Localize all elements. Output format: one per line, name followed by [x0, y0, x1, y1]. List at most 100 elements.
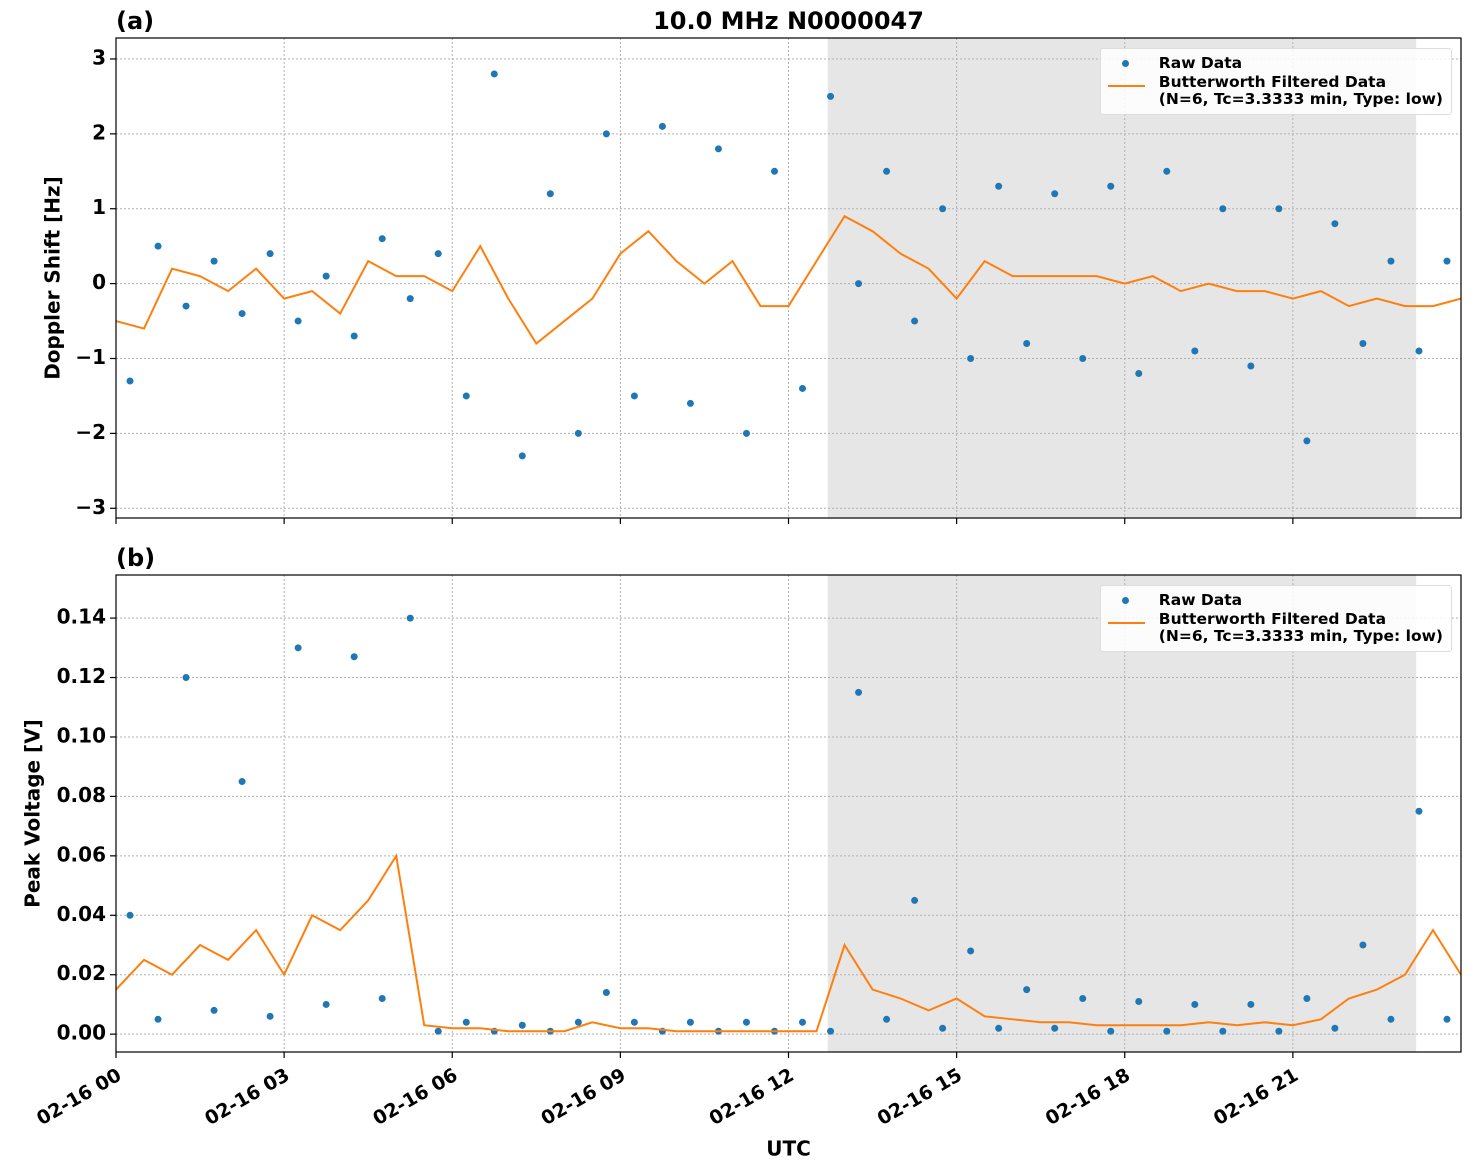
raw-point [1303, 995, 1311, 1003]
raw-point [1387, 1015, 1395, 1023]
legend-symbol [1101, 55, 1159, 72]
raw-point [350, 653, 358, 661]
legend-label: Butterworth Filtered Data (N=6, Tc=3.333… [1158, 610, 1443, 645]
raw-point [1023, 986, 1031, 994]
legend-line [1107, 622, 1145, 624]
raw-point [294, 317, 302, 325]
raw-point [1331, 1024, 1339, 1032]
y-axis-label: Doppler Shift [Hz] [41, 176, 65, 380]
raw-point [995, 182, 1003, 190]
raw-point [883, 1015, 891, 1023]
y-tick-label: −3 [75, 495, 106, 519]
raw-point [238, 310, 246, 318]
raw-point [1191, 1000, 1199, 1008]
raw-point [686, 1018, 694, 1026]
raw-point [518, 452, 526, 460]
x-tick-label: 02-16 03 [201, 1064, 293, 1130]
raw-point [546, 190, 554, 198]
raw-point [1387, 257, 1395, 265]
panel-label: (a) [116, 7, 154, 35]
raw-point [799, 384, 807, 392]
raw-point [182, 674, 190, 682]
x-tick-label: 02-16 12 [705, 1064, 797, 1130]
raw-point [1219, 205, 1227, 213]
raw-point [574, 429, 582, 437]
raw-point [1303, 437, 1311, 445]
raw-point [322, 1000, 330, 1008]
y-tick-label: 0.04 [57, 902, 106, 926]
raw-point [378, 235, 386, 243]
raw-point [210, 257, 218, 265]
raw-point [1359, 941, 1367, 949]
raw-point [490, 70, 498, 78]
raw-point [939, 1024, 947, 1032]
raw-point [1219, 1027, 1227, 1035]
raw-point [1275, 1027, 1283, 1035]
raw-point [602, 130, 610, 138]
raw-point [574, 1018, 582, 1026]
raw-point [406, 295, 414, 303]
legend-entry: Raw Data [1101, 55, 1443, 72]
raw-point [462, 1018, 470, 1026]
raw-point [630, 392, 638, 400]
raw-point [518, 1021, 526, 1029]
legend-label: Butterworth Filtered Data (N=6, Tc=3.333… [1158, 73, 1443, 108]
y-axis-label: Peak Voltage [V] [21, 719, 45, 908]
raw-point [1275, 205, 1283, 213]
raw-point [1023, 340, 1031, 348]
legend-marker [1121, 597, 1129, 604]
legend-marker [1121, 60, 1129, 67]
raw-point [1107, 182, 1115, 190]
x-tick-label: 02-16 21 [1210, 1064, 1302, 1130]
raw-point [350, 332, 358, 340]
raw-point [1079, 354, 1087, 362]
legend-entry: Butterworth Filtered Data (N=6, Tc=3.333… [1101, 74, 1443, 108]
raw-point [827, 1027, 835, 1035]
legend-symbol [1101, 592, 1159, 609]
raw-point [1135, 369, 1143, 377]
raw-point [1135, 997, 1143, 1005]
y-tick-label: −2 [75, 420, 106, 444]
plot-frame [115, 37, 1462, 519]
legend-label: Raw Data [1158, 54, 1243, 72]
x-tick-label: 02-16 00 [33, 1064, 125, 1130]
x-tick-label: 02-16 06 [369, 1064, 461, 1130]
raw-point [1051, 1024, 1059, 1032]
legend-label: Raw Data [1158, 591, 1243, 609]
raw-point [630, 1018, 638, 1026]
raw-point [1415, 347, 1423, 355]
raw-point [1163, 1027, 1171, 1035]
raw-point [154, 1015, 162, 1023]
raw-point [686, 399, 694, 407]
raw-point [995, 1024, 1003, 1032]
legend: Raw Data Butterworth Filtered Data (N=6, … [1099, 585, 1452, 652]
raw-point [434, 1027, 442, 1035]
shaded-span [827, 575, 1417, 1052]
y-tick-label: 0.12 [57, 664, 106, 688]
raw-point [266, 250, 274, 258]
raw-point [182, 302, 190, 310]
raw-point [126, 911, 134, 919]
shaded-span [827, 38, 1417, 518]
raw-point [1079, 995, 1087, 1003]
y-tick-label: 0.10 [57, 723, 106, 747]
raw-point [1107, 1027, 1115, 1035]
raw-point [154, 242, 162, 250]
raw-point [658, 122, 666, 130]
raw-point [1331, 220, 1339, 228]
raw-point [238, 778, 246, 786]
raw-point [266, 1012, 274, 1020]
y-tick-label: 0.08 [57, 783, 106, 807]
raw-point [770, 167, 778, 175]
raw-point [378, 995, 386, 1003]
raw-point [967, 354, 975, 362]
y-tick-label: 1 [92, 195, 106, 219]
plot-frame [115, 574, 1462, 1053]
raw-point [1191, 347, 1199, 355]
raw-point [883, 167, 891, 175]
raw-point [210, 1006, 218, 1014]
raw-point [434, 250, 442, 258]
x-tick-label: 02-16 18 [1042, 1064, 1134, 1130]
legend-symbol [1101, 74, 1159, 91]
